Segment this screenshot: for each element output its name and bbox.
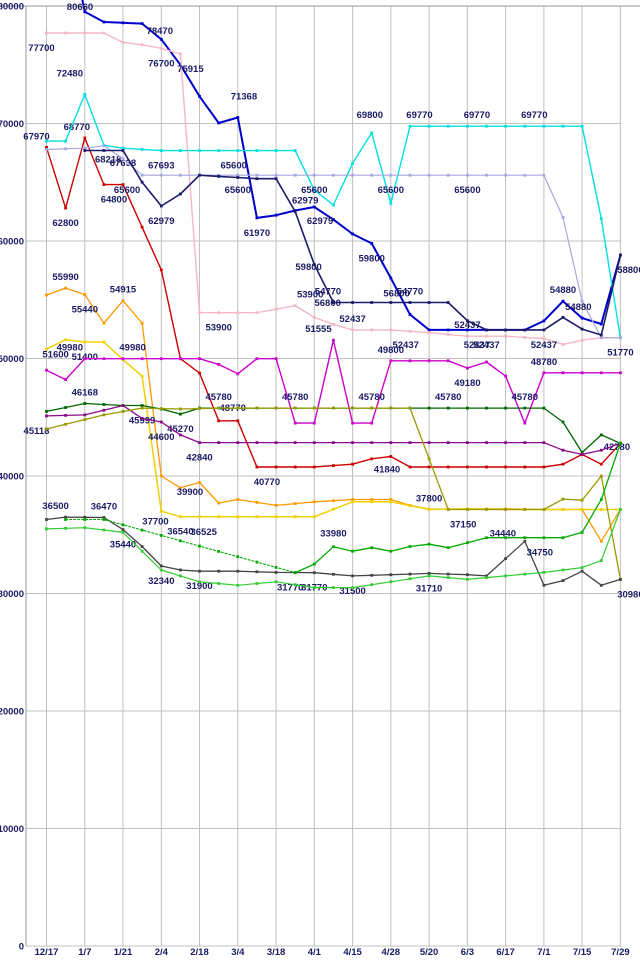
svg-text:45780: 45780 <box>512 392 538 403</box>
svg-text:77700: 77700 <box>28 43 54 54</box>
svg-text:46168: 46168 <box>72 388 98 399</box>
svg-text:54880: 54880 <box>565 302 591 313</box>
svg-text:50000: 50000 <box>0 354 24 365</box>
svg-text:61970: 61970 <box>244 228 270 239</box>
svg-text:65600: 65600 <box>301 185 327 196</box>
svg-text:58800: 58800 <box>617 265 640 276</box>
svg-text:65600: 65600 <box>225 185 251 196</box>
svg-text:45780: 45780 <box>205 392 231 403</box>
svg-text:44600: 44600 <box>148 432 174 443</box>
svg-text:7/1: 7/1 <box>537 947 551 958</box>
svg-text:64800: 64800 <box>101 195 127 206</box>
svg-text:59800: 59800 <box>358 253 384 264</box>
svg-text:12/17: 12/17 <box>35 947 59 958</box>
svg-text:53900: 53900 <box>205 323 231 334</box>
svg-text:65600: 65600 <box>220 160 246 171</box>
svg-text:76700: 76700 <box>148 58 174 69</box>
svg-text:39900: 39900 <box>177 487 203 498</box>
svg-text:33980: 33980 <box>320 529 346 540</box>
svg-text:75915: 75915 <box>177 64 204 75</box>
svg-text:62979: 62979 <box>292 196 318 207</box>
svg-text:51770: 51770 <box>607 348 633 359</box>
svg-text:2/18: 2/18 <box>190 947 209 958</box>
svg-text:32340: 32340 <box>148 576 174 587</box>
svg-text:49180: 49180 <box>454 378 480 389</box>
svg-text:36500: 36500 <box>42 501 68 512</box>
svg-text:45780: 45780 <box>358 392 384 403</box>
svg-text:4/28: 4/28 <box>382 947 401 958</box>
svg-text:67693: 67693 <box>148 161 174 172</box>
svg-text:69800: 69800 <box>357 110 383 121</box>
svg-text:62979: 62979 <box>148 216 174 227</box>
svg-text:40770: 40770 <box>254 477 280 488</box>
svg-text:30000: 30000 <box>0 589 24 600</box>
svg-text:80660: 80660 <box>67 2 93 13</box>
svg-text:51555: 51555 <box>305 324 332 335</box>
svg-text:36525: 36525 <box>190 527 217 538</box>
svg-text:68770: 68770 <box>64 122 90 133</box>
svg-text:54770: 54770 <box>397 287 423 298</box>
svg-text:71368: 71368 <box>231 91 257 102</box>
svg-text:52437: 52437 <box>531 340 557 351</box>
svg-text:36470: 36470 <box>91 502 117 513</box>
svg-text:54770: 54770 <box>315 287 341 298</box>
svg-text:52437: 52437 <box>464 340 490 351</box>
svg-text:45780: 45780 <box>282 392 308 403</box>
svg-text:2/4: 2/4 <box>155 947 169 958</box>
svg-text:10000: 10000 <box>0 824 24 835</box>
svg-text:48780: 48780 <box>531 357 557 368</box>
svg-text:4/1: 4/1 <box>308 947 322 958</box>
svg-text:1/7: 1/7 <box>78 947 91 958</box>
svg-text:34750: 34750 <box>527 548 553 559</box>
svg-text:54880: 54880 <box>550 285 576 296</box>
svg-text:70000: 70000 <box>0 119 24 130</box>
svg-text:62979: 62979 <box>307 216 333 227</box>
svg-text:37800: 37800 <box>416 493 442 504</box>
svg-text:55990: 55990 <box>52 272 78 283</box>
svg-text:31710: 31710 <box>416 583 442 594</box>
svg-text:6/3: 6/3 <box>461 947 474 958</box>
svg-text:49980: 49980 <box>57 343 83 354</box>
svg-text:80000: 80000 <box>0 2 24 13</box>
svg-text:30980: 30980 <box>617 589 640 600</box>
svg-text:41840: 41840 <box>374 464 400 475</box>
svg-text:5/20: 5/20 <box>420 947 439 958</box>
svg-text:20000: 20000 <box>0 707 24 718</box>
svg-text:65600: 65600 <box>454 185 480 196</box>
svg-text:65600: 65600 <box>114 185 140 196</box>
svg-text:7/29: 7/29 <box>611 947 630 958</box>
svg-text:3/18: 3/18 <box>267 947 286 958</box>
svg-text:69770: 69770 <box>406 110 432 121</box>
svg-text:1/21: 1/21 <box>114 947 133 958</box>
svg-text:56800: 56800 <box>314 298 340 309</box>
svg-text:52437: 52437 <box>339 314 365 325</box>
svg-text:6/17: 6/17 <box>496 947 515 958</box>
svg-text:45118: 45118 <box>24 426 50 437</box>
svg-text:42840: 42840 <box>186 453 212 464</box>
svg-text:60000: 60000 <box>0 237 24 248</box>
svg-text:65600: 65600 <box>378 185 404 196</box>
svg-text:55440: 55440 <box>72 305 98 316</box>
svg-text:54915: 54915 <box>110 285 137 296</box>
svg-text:0: 0 <box>19 942 24 953</box>
svg-text:69770: 69770 <box>464 110 490 121</box>
svg-text:59800: 59800 <box>295 262 321 273</box>
svg-text:62800: 62800 <box>52 218 78 229</box>
svg-text:3/4: 3/4 <box>231 947 245 958</box>
svg-text:7/15: 7/15 <box>573 947 592 958</box>
svg-text:40000: 40000 <box>0 472 24 483</box>
svg-text:49800: 49800 <box>378 345 404 356</box>
svg-text:45780: 45780 <box>435 392 461 403</box>
svg-text:49980: 49980 <box>119 343 145 354</box>
svg-text:4/15: 4/15 <box>343 947 362 958</box>
svg-text:69770: 69770 <box>521 110 547 121</box>
svg-text:37150: 37150 <box>450 520 476 531</box>
svg-text:37700: 37700 <box>142 516 168 527</box>
svg-text:72480: 72480 <box>57 68 83 79</box>
svg-text:78470: 78470 <box>147 26 173 37</box>
